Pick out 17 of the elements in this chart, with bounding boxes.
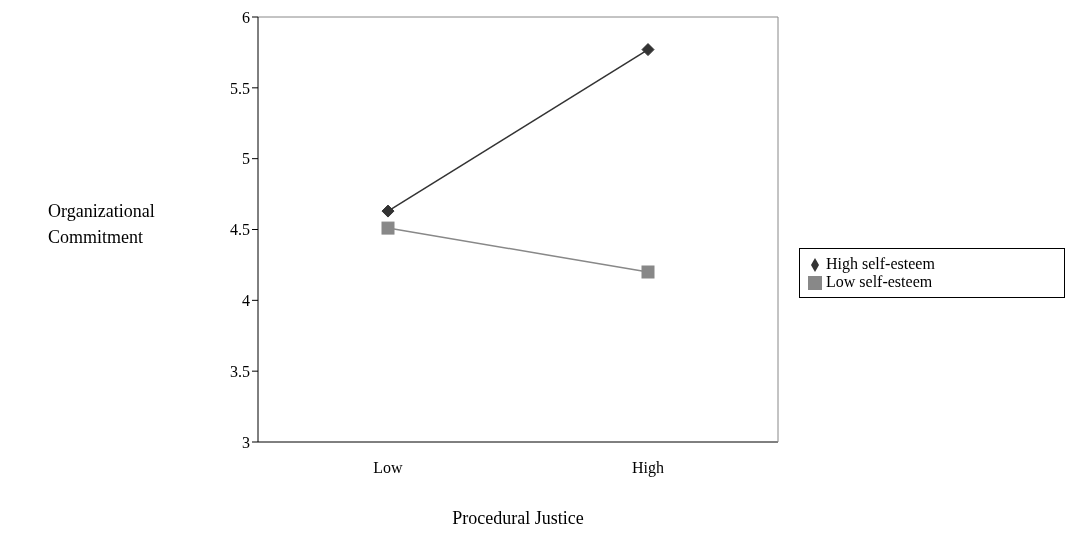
- y-axis-title: Organizational Commitment: [48, 200, 156, 249]
- point: [381, 221, 395, 235]
- y-tick-label: 5.5: [230, 79, 250, 97]
- legend-label: Low self-esteem: [826, 273, 933, 290]
- y-tick-label: 6: [242, 8, 250, 26]
- point: [641, 43, 655, 57]
- y-tick-label: 4.5: [230, 221, 250, 239]
- point: [641, 265, 655, 279]
- y-tick-label: 5: [242, 150, 250, 168]
- legend-label: High self-esteem: [826, 255, 935, 272]
- x-tick-label: High: [632, 459, 664, 478]
- y-tick-label: 4: [242, 292, 250, 310]
- x-tick-label: Low: [373, 459, 404, 477]
- y-tick-label: 3: [242, 433, 250, 451]
- x-axis-title: Procedural Justice: [451, 508, 585, 529]
- point: [381, 204, 395, 218]
- y-tick-label: 3.5: [230, 362, 250, 380]
